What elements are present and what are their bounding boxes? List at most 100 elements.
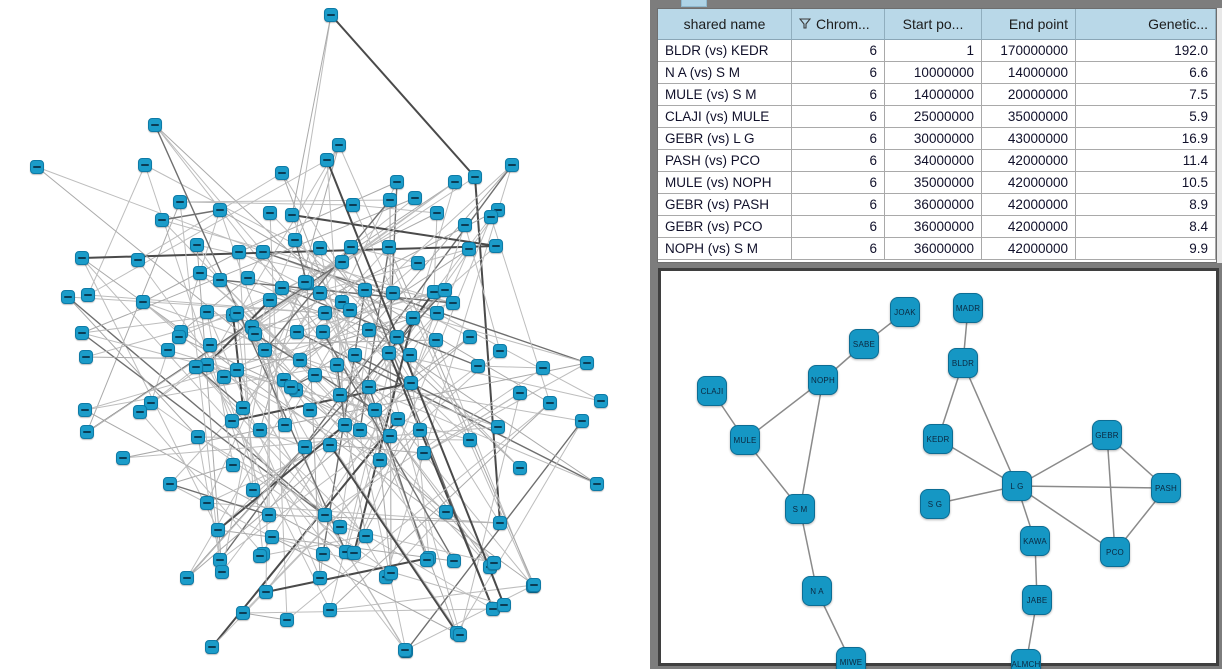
table-row[interactable]: GEBR (vs) PASH 6 36000000 42000000 8.9 (658, 194, 1216, 216)
network-node[interactable] (313, 286, 327, 300)
network-node-mule[interactable]: MULE (730, 425, 760, 455)
table-cell[interactable]: 35000000 (885, 172, 982, 194)
network-node[interactable] (458, 218, 472, 232)
network-node-madr[interactable]: MADR (953, 293, 983, 323)
network-node[interactable] (161, 343, 175, 357)
network-node[interactable] (285, 208, 299, 222)
network-node[interactable] (290, 325, 304, 339)
network-node[interactable] (390, 330, 404, 344)
network-node[interactable] (491, 420, 505, 434)
network-node[interactable] (275, 166, 289, 180)
table-cell[interactable]: MULE (vs) NOPH (658, 172, 792, 194)
table-cell[interactable]: CLAJI (vs) MULE (658, 106, 792, 128)
network-node-joak[interactable]: JOAK (890, 297, 920, 327)
table-cell[interactable]: 170000000 (982, 40, 1076, 62)
network-node-jabe[interactable]: JABE (1022, 585, 1052, 615)
table-cell[interactable]: 16.9 (1076, 128, 1216, 150)
network-node[interactable] (463, 330, 477, 344)
network-node[interactable] (313, 571, 327, 585)
network-node[interactable] (390, 175, 404, 189)
network-node[interactable] (213, 553, 227, 567)
network-node[interactable] (446, 296, 460, 310)
table-cell[interactable]: 11.4 (1076, 150, 1216, 172)
network-node[interactable] (191, 430, 205, 444)
network-node[interactable] (391, 412, 405, 426)
table-cell[interactable]: 42000000 (982, 216, 1076, 238)
network-node[interactable] (148, 118, 162, 132)
network-node[interactable] (527, 578, 541, 592)
network-node[interactable] (318, 306, 332, 320)
table-cell[interactable]: 6.6 (1076, 62, 1216, 84)
network-node[interactable] (362, 323, 376, 337)
table-row[interactable]: BLDR (vs) KEDR 6 1 170000000 192.0 (658, 40, 1216, 62)
network-node[interactable] (232, 245, 246, 259)
table-cell[interactable]: 35000000 (982, 106, 1076, 128)
network-node[interactable] (155, 213, 169, 227)
network-node[interactable] (406, 311, 420, 325)
network-node[interactable] (323, 438, 337, 452)
network-node[interactable] (205, 640, 219, 654)
column-header-endpoint[interactable]: End point (982, 9, 1076, 40)
network-node[interactable] (368, 403, 382, 417)
table-cell[interactable]: 36000000 (885, 216, 982, 238)
network-node-almch[interactable]: ALMCH (1011, 649, 1041, 669)
network-node-kawa[interactable]: KAWA (1020, 526, 1050, 556)
network-node[interactable] (430, 306, 444, 320)
table-cell[interactable]: PASH (vs) PCO (658, 150, 792, 172)
network-node[interactable] (131, 253, 145, 267)
network-node[interactable] (320, 153, 334, 167)
network-node[interactable] (258, 343, 272, 357)
network-node[interactable] (180, 571, 194, 585)
table-cell[interactable]: 42000000 (982, 172, 1076, 194)
table-cell[interactable]: 30000000 (885, 128, 982, 150)
table-row[interactable]: NOPH (vs) S M 6 36000000 42000000 9.9 (658, 238, 1216, 260)
network-node[interactable] (293, 353, 307, 367)
network-node[interactable] (420, 553, 434, 567)
network-node[interactable] (308, 368, 322, 382)
table-cell[interactable]: MULE (vs) S M (658, 84, 792, 106)
network-node[interactable] (462, 242, 476, 256)
network-node[interactable] (346, 198, 360, 212)
network-node[interactable] (211, 523, 225, 537)
network-node[interactable] (253, 423, 267, 437)
network-node[interactable] (61, 290, 75, 304)
network-node[interactable] (278, 418, 292, 432)
network-node[interactable] (225, 414, 239, 428)
network-node[interactable] (493, 344, 507, 358)
network-node[interactable] (438, 283, 452, 297)
table-cell[interactable]: 20000000 (982, 84, 1076, 106)
table-cell[interactable]: 6 (792, 128, 885, 150)
network-node[interactable] (359, 529, 373, 543)
network-node[interactable] (275, 281, 289, 295)
network-node-pash[interactable]: PASH (1151, 473, 1181, 503)
table-cell[interactable]: 14000000 (885, 84, 982, 106)
network-node[interactable] (411, 256, 425, 270)
network-node[interactable] (30, 160, 44, 174)
network-node[interactable] (330, 358, 344, 372)
network-node[interactable] (75, 326, 89, 340)
network-node-lg[interactable]: L G (1002, 471, 1032, 501)
network-node[interactable] (259, 585, 273, 599)
table-cell[interactable]: 6 (792, 40, 885, 62)
network-node[interactable] (213, 273, 227, 287)
table-cell[interactable]: BLDR (vs) KEDR (658, 40, 792, 62)
network-node[interactable] (386, 286, 400, 300)
network-node[interactable] (353, 423, 367, 437)
table-cell[interactable]: GEBR (vs) L G (658, 128, 792, 150)
table-cell[interactable]: 42000000 (982, 238, 1076, 260)
table-row[interactable]: MULE (vs) NOPH 6 35000000 42000000 10.5 (658, 172, 1216, 194)
network-node[interactable] (133, 405, 147, 419)
table-cell[interactable]: 1 (885, 40, 982, 62)
network-node-sm[interactable]: S M (785, 494, 815, 524)
network-node[interactable] (256, 245, 270, 259)
network-node[interactable] (144, 396, 158, 410)
network-node[interactable] (575, 414, 589, 428)
network-node-kedr[interactable]: KEDR (923, 424, 953, 454)
network-node[interactable] (335, 255, 349, 269)
network-node[interactable] (484, 210, 498, 224)
network-node[interactable] (236, 606, 250, 620)
table-cell[interactable]: GEBR (vs) PASH (658, 194, 792, 216)
network-node[interactable] (203, 338, 217, 352)
network-node[interactable] (347, 546, 361, 560)
network-node[interactable] (189, 360, 203, 374)
